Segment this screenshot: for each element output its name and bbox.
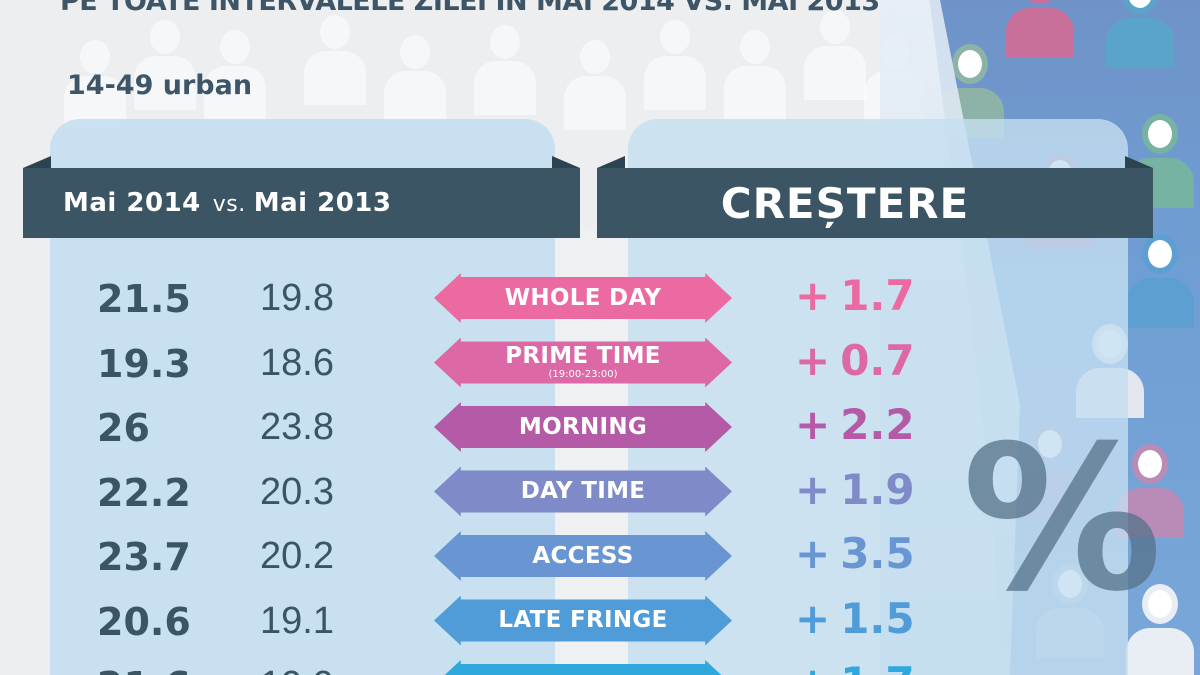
growth-number: 1.7: [840, 271, 915, 320]
crowd-person-icon: [1100, 0, 1180, 68]
table-row: 21.6 19.9 ALL DAY +1.7: [0, 658, 1200, 675]
plus-sign: +: [795, 593, 831, 643]
growth-value: +1.5: [795, 594, 915, 643]
table-row: 23.7 20.2 ACCESS +3.5: [0, 529, 1200, 591]
plus-sign: +: [795, 464, 831, 514]
vs-label: vs.: [212, 192, 246, 217]
interval-arrow-label: LATE FRINGE: [434, 595, 732, 646]
value-mai-2013: 23.8: [260, 406, 334, 448]
value-mai-2013: 20.3: [260, 470, 334, 513]
value-mai-2013: 19.8: [260, 277, 334, 319]
interval-label: MORNING: [518, 413, 648, 440]
value-mai-2014: 26: [97, 406, 150, 450]
interval-sublabel: (19:00-23:00): [548, 369, 618, 380]
table-row: 19.3 18.6 PRIME TIME (19:00-23:00) +0.7: [0, 336, 1200, 398]
value-mai-2014: 21.5: [97, 277, 191, 321]
background-person-icon: [720, 30, 790, 120]
growth-number: 0.7: [840, 335, 915, 385]
growth-number: 1.5: [840, 593, 915, 643]
audience-subtitle: 14-49 urban: [67, 70, 253, 101]
growth-number: 3.5: [840, 529, 915, 578]
year-2013-label: Mai 2013: [253, 188, 392, 218]
plus-sign: +: [795, 335, 831, 385]
value-mai-2014: 20.6: [97, 599, 191, 644]
background-person-icon: [380, 35, 450, 125]
growth-value: +1.7: [795, 271, 915, 320]
comparison-header: Mai 2014 vs. Mai 2013: [63, 188, 391, 218]
growth-header: CREȘTERE: [720, 178, 970, 228]
plus-sign: +: [795, 658, 830, 675]
value-mai-2013: 19.9: [260, 664, 334, 675]
plus-sign: +: [795, 400, 831, 449]
comparison-header-ribbon: Mai 2014 vs. Mai 2013: [23, 156, 580, 238]
value-mai-2013: 18.6: [260, 341, 334, 384]
background-person-icon: [130, 20, 200, 110]
interval-arrow-label: MORNING: [434, 402, 732, 452]
plus-sign: +: [795, 271, 831, 320]
crowd-person-icon: [1000, 0, 1080, 58]
interval-arrow-label: WHOLE DAY: [434, 273, 732, 323]
interval-label: DAY TIME: [520, 478, 646, 504]
growth-number: 1.7: [840, 658, 914, 675]
background-person-icon: [200, 30, 270, 120]
table-row: 21.5 19.8 WHOLE DAY +1.7: [0, 271, 1200, 333]
interval-label: ACCESS: [532, 542, 634, 569]
year-2014-label: Mai 2014: [63, 188, 201, 218]
interval-label: PRIME TIME: [505, 343, 661, 369]
plus-sign: +: [795, 529, 831, 578]
growth-value: +1.9: [795, 465, 915, 514]
interval-label: WHOLE DAY: [504, 284, 662, 311]
table-row: 26 23.8 MORNING +2.2: [0, 400, 1200, 462]
value-mai-2014: 19.3: [97, 341, 191, 386]
value-mai-2013: 20.2: [260, 535, 334, 577]
interval-arrow-label: ACCESS: [434, 531, 732, 581]
crowd-person-icon: [1120, 580, 1200, 675]
growth-value: +3.5: [795, 529, 915, 578]
percent-symbol: %: [962, 403, 1163, 636]
table-row: 20.6 19.1 LATE FRINGE +1.5: [0, 594, 1200, 656]
background-person-icon: [800, 10, 870, 100]
background-person-icon: [300, 15, 370, 105]
growth-value: +2.2: [795, 400, 915, 449]
crowd-person-icon: [1120, 230, 1200, 328]
value-mai-2014: 23.7: [97, 535, 191, 579]
growth-number: 2.2: [840, 400, 915, 449]
interval-arrow-label: ALL DAY: [434, 660, 732, 675]
background-person-icon: [560, 40, 630, 130]
growth-number: 1.9: [840, 464, 915, 514]
growth-header-ribbon: CREȘTERE: [597, 156, 1153, 238]
interval-label: LATE FRINGE: [498, 607, 668, 633]
growth-value: +0.7: [795, 336, 915, 385]
value-mai-2013: 19.1: [260, 599, 334, 642]
growth-value: +1.7: [795, 658, 915, 675]
page-title: PE TOATE INTERVALELE ZILEI IN MAI 2014 V…: [60, 0, 880, 17]
table-row: 22.2 20.3 DAY TIME +1.9: [0, 465, 1200, 527]
background-person-icon: [640, 20, 710, 110]
interval-arrow-label: PRIME TIME (19:00-23:00): [434, 337, 732, 388]
value-mai-2014: 21.6: [97, 664, 191, 675]
interval-label: ALL DAY: [529, 673, 638, 675]
interval-arrow-label: DAY TIME: [434, 466, 732, 517]
value-mai-2014: 22.2: [97, 470, 191, 515]
background-person-icon: [470, 25, 540, 115]
